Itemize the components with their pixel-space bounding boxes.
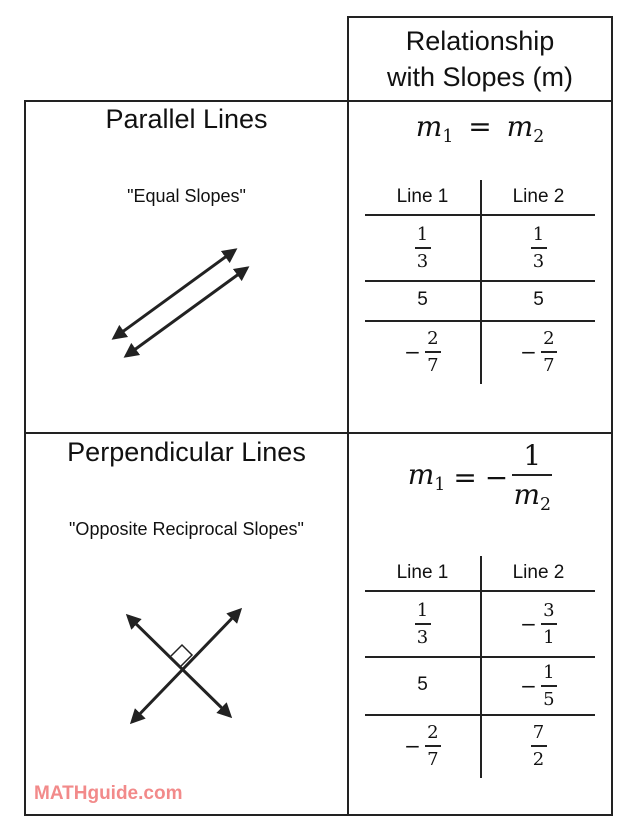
fraction-bar (414, 623, 431, 625)
formula-m1-sub: 1 (434, 475, 446, 496)
perpendicular-r3-c1: − 2 7 (365, 716, 480, 776)
formula-numerator: 1 (523, 438, 542, 472)
fraction-bar (424, 351, 441, 353)
fraction-sign: − (404, 734, 421, 758)
parallel-r3-c2: − 2 7 (482, 322, 595, 382)
parallel-table-rule (365, 214, 595, 216)
perpendicular-r1-c2: − 3 1 (482, 594, 595, 654)
fraction-sign: − (404, 340, 421, 364)
perpendicular-r2-c1: 5 (417, 674, 428, 695)
parallel-line-a (111, 248, 238, 340)
perpendicular-table-rule (365, 590, 595, 592)
perpendicular-r2-c2: − 1 5 (482, 658, 595, 714)
fraction-numerator: 1 (543, 662, 555, 683)
formula-sign: − (484, 460, 509, 494)
fraction-numerator: 1 (416, 224, 429, 245)
fraction-sign: − (520, 340, 537, 364)
formula-m2: m (506, 110, 534, 143)
main-table (24, 100, 613, 816)
fraction-denominator: 7 (427, 749, 439, 770)
parallel-col1-header: Line 1 (396, 186, 449, 207)
parallel-title: Parallel Lines (105, 104, 268, 134)
fraction-numerator: 1 (416, 600, 429, 621)
fraction-denominator: 3 (416, 627, 429, 648)
fraction-denominator: 3 (532, 251, 545, 272)
perpendicular-col2-header: Line 2 (512, 562, 565, 583)
formula-m1: m (407, 458, 435, 492)
parallel-subtitle: "Equal Slopes" (127, 186, 246, 206)
formula-m1-sub: 1 (442, 127, 454, 148)
fraction-bar (530, 745, 547, 747)
perpendicular-formula: m1 = − 1 m2 (349, 432, 611, 522)
fraction-sign: − (520, 674, 537, 698)
fraction-numerator: 7 (532, 722, 545, 743)
formula-fraction-bar (512, 473, 553, 476)
fraction-denominator: 7 (543, 355, 555, 376)
formula-equals: = (468, 110, 492, 143)
parallel-r3-c1: − 2 7 (365, 322, 480, 382)
fraction-denominator: 7 (427, 355, 439, 376)
row-divider (24, 432, 613, 434)
fraction-bar (530, 247, 547, 249)
formula-m1: m (415, 110, 443, 143)
fraction-denominator: 2 (532, 749, 545, 770)
parallel-col2-header: Line 2 (512, 186, 565, 207)
header-line-2: with Slopes (m) (386, 62, 574, 92)
perpendicular-line-a (125, 613, 233, 719)
column-divider (347, 100, 349, 816)
formula-m2-sub: 2 (540, 495, 552, 516)
fraction-bar (540, 685, 557, 687)
parallel-lines-icon (111, 248, 250, 358)
perpendicular-table-rule (365, 714, 595, 716)
fraction-denominator: 5 (543, 689, 555, 710)
fraction-denominator: 1 (543, 627, 555, 648)
fraction-numerator: 2 (427, 722, 439, 743)
parallel-line-b (123, 266, 250, 358)
perpendicular-table-rule (365, 656, 595, 658)
fraction-numerator: 1 (532, 224, 545, 245)
fraction-bar (540, 351, 557, 353)
perpendicular-table-divider (480, 556, 482, 778)
perpendicular-col1-header: Line 1 (396, 562, 449, 583)
parallel-table-rule (365, 280, 595, 282)
right-angle-mark (170, 643, 194, 667)
fraction-bar (414, 247, 431, 249)
formula-m2-sub: 2 (533, 127, 545, 148)
parallel-table-divider (480, 180, 482, 384)
header-line-1: Relationship (405, 26, 555, 56)
perpendicular-title: Perpendicular Lines (67, 437, 306, 467)
fraction-denominator: 3 (416, 251, 429, 272)
fraction-numerator: 2 (427, 328, 439, 349)
formula-m2: m (513, 477, 541, 511)
perpendicular-lines-icon (125, 607, 243, 725)
fraction-bar (424, 745, 441, 747)
fraction-bar (540, 623, 557, 625)
perpendicular-subtitle: "Opposite Reciprocal Slopes" (69, 519, 304, 539)
fraction-numerator: 3 (543, 600, 555, 621)
parallel-formula: m1 = m2 (349, 110, 611, 147)
parallel-table-rule (365, 320, 595, 322)
perpendicular-line-b (129, 607, 243, 725)
formula-equals: = (453, 460, 477, 494)
brand-watermark: MATHguide.com (34, 783, 183, 804)
fraction-sign: − (520, 612, 537, 636)
parallel-r2-c2: 5 (533, 289, 544, 310)
fraction-numerator: 2 (543, 328, 555, 349)
parallel-r2-c1: 5 (417, 289, 428, 310)
